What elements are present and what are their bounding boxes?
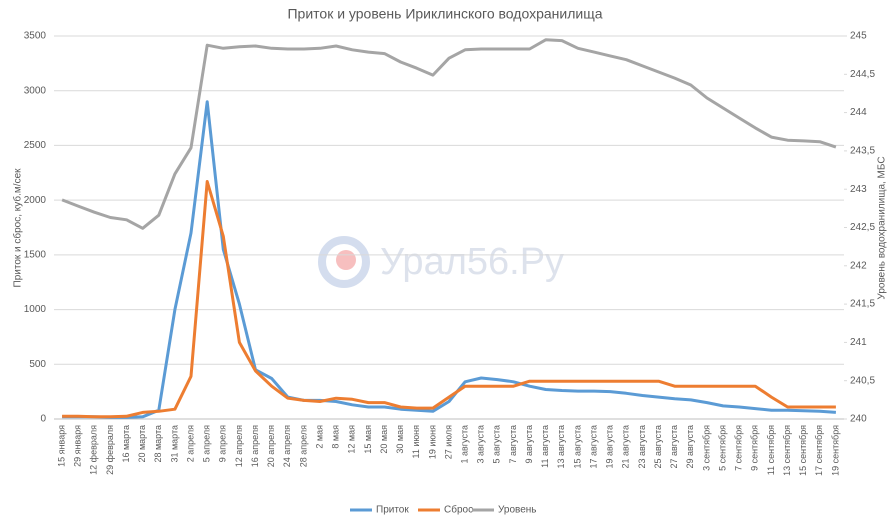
x-tick-label: 16 марта bbox=[121, 425, 131, 463]
x-tick-label: 12 мая bbox=[347, 425, 357, 454]
x-tick-label: 27 июля bbox=[443, 425, 453, 459]
x-tick-label: 13 сентября bbox=[782, 425, 792, 476]
y-tick-label: 0 bbox=[40, 414, 46, 425]
series-line bbox=[62, 100, 837, 419]
watermark: Урал56.Ру bbox=[380, 241, 564, 283]
y2-tick-label: 242,5 bbox=[850, 222, 875, 233]
series-line bbox=[61, 38, 837, 230]
series-line bbox=[62, 180, 836, 419]
legend-label: Сброс bbox=[444, 504, 473, 516]
chart-title: Приток и уровень Ириклинского водохранил… bbox=[287, 6, 602, 22]
x-tick-label: 9 августа bbox=[524, 425, 534, 464]
x-tick-label: 1 августа bbox=[459, 425, 469, 464]
x-tick-label: 20 марта bbox=[137, 425, 147, 463]
x-tick-label: 11 августа bbox=[540, 425, 550, 468]
y2-tick-label: 243 bbox=[850, 184, 867, 195]
x-tick-label: 19 июня bbox=[427, 425, 437, 459]
y-tick-label: 500 bbox=[29, 359, 46, 370]
y-tick-label: 3500 bbox=[24, 31, 47, 42]
x-tick-label: 17 августа bbox=[588, 425, 598, 469]
watermark-logo bbox=[318, 236, 370, 288]
x-tick-label: 28 апреля bbox=[298, 425, 308, 467]
y-tick-label: 1000 bbox=[24, 304, 47, 315]
x-tick-label: 29 августа bbox=[685, 425, 695, 469]
x-tick-label: 20 апреля bbox=[266, 425, 276, 467]
x-tick-label: 27 августа bbox=[669, 425, 679, 469]
y2-tick-label: 245 bbox=[850, 31, 867, 42]
x-tick-label: 17 сентября bbox=[814, 425, 824, 476]
x-tick-label: 15 августа bbox=[572, 425, 582, 469]
x-tick-label: 3 сентября bbox=[701, 425, 711, 471]
watermark-logo bbox=[336, 250, 356, 270]
x-tick-label: 29 января bbox=[73, 425, 83, 467]
x-tick-label: 7 сентября bbox=[734, 425, 744, 471]
x-tick-label: 12 апреля bbox=[234, 425, 244, 467]
x-tick-label: 20 мая bbox=[379, 425, 389, 454]
x-tick-label: 11 июня bbox=[411, 425, 421, 459]
y2-tick-label: 241,5 bbox=[850, 299, 875, 310]
y2-tick-label: 243,5 bbox=[850, 146, 875, 157]
legend-label: Приток bbox=[376, 505, 409, 516]
x-tick-label: 2 мая bbox=[314, 425, 324, 449]
x-tick-label: 19 сентября bbox=[830, 425, 840, 476]
x-tick-label: 13 августа bbox=[556, 425, 566, 469]
x-tick-label: 9 апреля bbox=[218, 425, 228, 462]
x-tick-label: 15 мая bbox=[363, 425, 373, 454]
y2-tick-label: 244,5 bbox=[850, 69, 875, 80]
x-tick-label: 15 января bbox=[56, 425, 66, 467]
x-tick-label: 15 сентября bbox=[798, 425, 808, 476]
y2-axis-title: Уровень водохранилища, МБС bbox=[877, 156, 888, 299]
x-tick-label: 9 сентября bbox=[750, 425, 760, 471]
y-axis-title: Приток и сброс, куб.м/сек bbox=[12, 168, 24, 288]
x-tick-label: 8 мая bbox=[331, 425, 341, 449]
x-tick-label: 28 марта bbox=[153, 425, 163, 463]
x-tick-label: 23 августа bbox=[637, 425, 647, 469]
x-tick-label: 24 апреля bbox=[282, 425, 292, 467]
y2-tick-label: 241 bbox=[850, 337, 867, 348]
x-tick-label: 29 февраля bbox=[105, 425, 115, 475]
x-tick-label: 5 апреля bbox=[202, 425, 212, 462]
y2-tick-label: 242 bbox=[850, 260, 867, 271]
x-tick-label: 2 апреля bbox=[185, 425, 195, 462]
y-tick-label: 2000 bbox=[24, 195, 47, 206]
y-tick-label: 2500 bbox=[24, 140, 47, 151]
x-tick-label: 11 сентября bbox=[766, 425, 776, 475]
x-tick-label: 25 августа bbox=[653, 425, 663, 469]
x-tick-label: 5 августа bbox=[492, 425, 502, 464]
x-tick-label: 7 августа bbox=[508, 425, 518, 464]
x-tick-label: 12 февраля bbox=[89, 425, 99, 475]
x-tick-label: 5 сентября bbox=[717, 425, 727, 471]
x-tick-label: 19 августа bbox=[605, 425, 615, 469]
legend-label: Уровень bbox=[498, 505, 537, 516]
y2-tick-label: 240,5 bbox=[850, 375, 875, 386]
y2-tick-label: 244 bbox=[850, 107, 867, 118]
x-tick-label: 3 августа bbox=[476, 425, 486, 464]
x-tick-label: 30 мая bbox=[395, 425, 405, 454]
x-tick-label: 21 августа bbox=[621, 425, 631, 469]
y2-tick-label: 240 bbox=[850, 414, 867, 425]
y-tick-label: 3000 bbox=[24, 85, 47, 96]
x-tick-label: 16 апреля bbox=[250, 425, 260, 467]
y-tick-label: 1500 bbox=[24, 249, 47, 260]
x-tick-label: 31 марта bbox=[169, 425, 179, 463]
